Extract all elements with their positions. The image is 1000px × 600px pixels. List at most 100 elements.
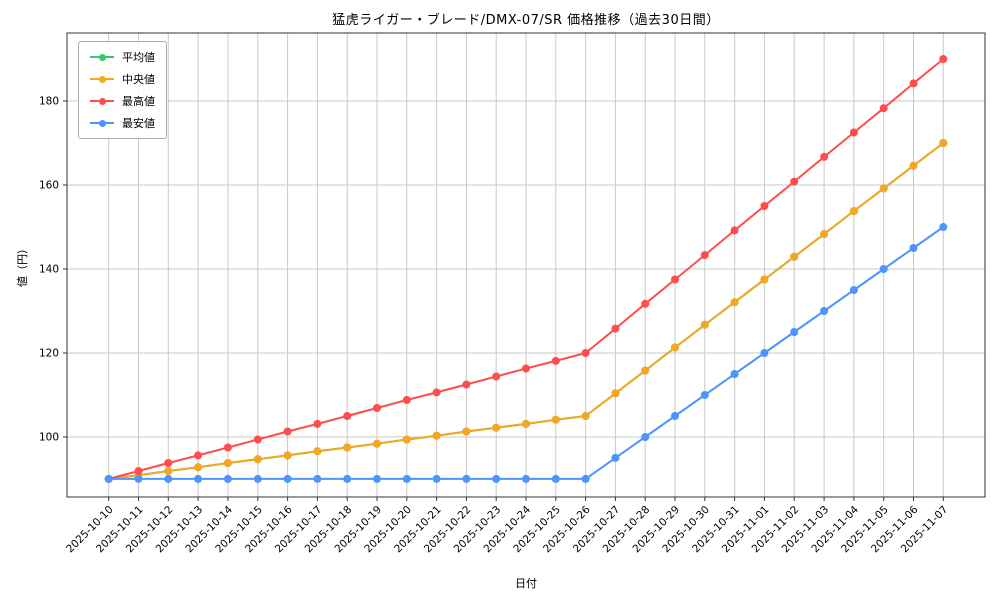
legend-item-平均値: 平均値: [90, 49, 155, 65]
data-point: [432, 431, 441, 440]
data-point: [671, 275, 679, 284]
legend-label: 最安値: [122, 117, 155, 130]
data-point: [432, 474, 441, 483]
data-point: [730, 370, 739, 378]
data-point: [611, 389, 620, 398]
data-point: [194, 463, 203, 472]
data-point: [909, 244, 918, 252]
data-point: [790, 252, 799, 261]
data-point: [343, 474, 352, 483]
data-point: [700, 320, 709, 329]
data-point: [522, 419, 530, 428]
data-point: [164, 467, 173, 475]
data-point: [104, 474, 113, 483]
data-point: [790, 177, 799, 186]
legend-label: 平均値: [122, 51, 155, 64]
data-point: [253, 455, 262, 464]
data-point: [820, 307, 829, 315]
data-point: [522, 364, 530, 373]
data-point: [700, 391, 709, 399]
data-point: [462, 474, 471, 483]
data-point: [611, 453, 620, 462]
data-point: [939, 139, 948, 147]
data-point: [641, 366, 650, 375]
data-point: [462, 380, 471, 389]
data-point: [164, 459, 173, 467]
data-point: [760, 349, 769, 357]
data-point: [909, 161, 918, 170]
data-point: [134, 474, 143, 483]
data-point: [164, 474, 173, 483]
data-point: [402, 435, 411, 444]
data-point: [492, 474, 501, 483]
data-point: [373, 439, 381, 448]
data-point: [611, 324, 620, 333]
y-tick-label: 120: [39, 348, 59, 360]
data-point: [432, 388, 441, 397]
data-point: [939, 55, 948, 63]
data-point: [223, 443, 232, 452]
axis-ticks: [63, 100, 944, 501]
data-point: [760, 202, 769, 210]
data-point: [253, 435, 262, 444]
legend-item-中央値: 中央値: [90, 71, 155, 87]
data-point: [551, 356, 560, 365]
data-point: [551, 415, 560, 424]
data-point: [373, 474, 381, 483]
data-point: [462, 427, 471, 436]
data-point: [522, 474, 530, 483]
legend-line-marker-icon: [90, 75, 114, 84]
data-point: [551, 474, 560, 483]
data-point: [283, 427, 292, 436]
data-point: [849, 286, 858, 294]
data-point: [402, 396, 411, 404]
y-tick-label: 140: [39, 264, 59, 276]
data-point: [313, 419, 322, 428]
data-point: [879, 184, 888, 193]
y-tick-labels: 100 120 140 160 180: [39, 96, 59, 444]
legend-item-最安値: 最安値: [90, 115, 155, 131]
y-tick-label: 100: [39, 432, 59, 444]
data-point: [492, 372, 501, 381]
legend-item-最高値: 最高値: [90, 93, 155, 109]
data-point: [820, 230, 829, 239]
data-point: [849, 128, 858, 137]
data-point: [641, 299, 650, 308]
legend-line-marker-icon: [90, 119, 114, 128]
data-point: [313, 474, 322, 483]
data-point: [700, 251, 709, 260]
data-point: [671, 343, 679, 352]
legend-line-marker-icon: [90, 53, 114, 62]
data-point: [194, 451, 203, 460]
data-point: [909, 79, 918, 88]
data-point: [879, 265, 888, 273]
data-point: [373, 404, 381, 412]
data-point: [402, 474, 411, 483]
data-point: [760, 275, 769, 284]
x-axis-label: 日付: [515, 577, 537, 590]
series-最安値: [104, 223, 948, 483]
data-point: [283, 451, 292, 460]
chart-title: 猛虎ライガー・ブレード/DMX-07/SR 価格推移（過去30日間）: [332, 13, 720, 28]
y-tick-label: 160: [39, 180, 59, 192]
data-point: [134, 467, 143, 475]
data-point: [492, 423, 501, 432]
data-point: [790, 328, 799, 336]
data-point: [730, 226, 739, 235]
data-point: [671, 412, 679, 420]
data-point: [581, 474, 590, 483]
data-point: [343, 412, 352, 420]
data-point: [194, 474, 203, 483]
data-point: [223, 474, 232, 483]
y-axis-label: 値（円）: [16, 243, 29, 287]
data-point: [939, 223, 948, 231]
data-point: [223, 459, 232, 467]
data-point: [820, 152, 829, 161]
series-中央値: [104, 139, 948, 483]
legend: 平均値中央値最高値最安値: [78, 41, 167, 139]
legend-label: 最高値: [122, 95, 155, 108]
legend-label: 中央値: [122, 73, 155, 86]
data-point: [730, 298, 739, 307]
x-tick-labels: 2025-10-102025-10-112025-10-122025-10-13…: [64, 503, 950, 555]
